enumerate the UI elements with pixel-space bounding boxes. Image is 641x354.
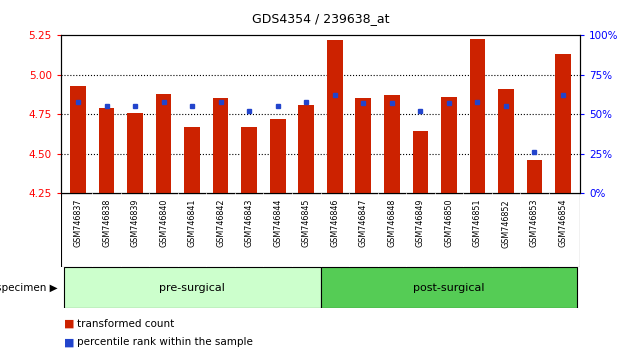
- Text: GSM746843: GSM746843: [245, 199, 254, 247]
- Bar: [241, 127, 257, 193]
- Bar: [320, 267, 578, 308]
- Bar: [555, 54, 571, 193]
- Bar: [498, 89, 514, 193]
- Text: percentile rank within the sample: percentile rank within the sample: [77, 337, 253, 348]
- Bar: [299, 105, 314, 193]
- Text: specimen ▶: specimen ▶: [0, 282, 58, 293]
- Bar: [356, 98, 371, 193]
- Text: GSM746846: GSM746846: [330, 199, 339, 247]
- Bar: [527, 160, 542, 193]
- Text: GSM746845: GSM746845: [302, 199, 311, 247]
- Bar: [127, 113, 143, 193]
- Text: GSM746851: GSM746851: [473, 199, 482, 247]
- Text: GSM746847: GSM746847: [359, 199, 368, 247]
- Text: ■: ■: [64, 319, 74, 329]
- Text: GSM746839: GSM746839: [131, 199, 140, 247]
- Text: GSM746850: GSM746850: [444, 199, 453, 247]
- Text: GSM746841: GSM746841: [188, 199, 197, 247]
- Text: GSM746852: GSM746852: [501, 199, 510, 247]
- Bar: [99, 108, 114, 193]
- Text: transformed count: transformed count: [77, 319, 174, 329]
- Bar: [384, 95, 400, 193]
- Bar: [213, 98, 228, 193]
- Bar: [413, 131, 428, 193]
- Bar: [270, 119, 285, 193]
- Bar: [156, 94, 171, 193]
- Text: GSM746848: GSM746848: [387, 199, 396, 247]
- Text: GSM746853: GSM746853: [530, 199, 539, 247]
- Bar: [441, 97, 457, 193]
- Bar: [327, 40, 342, 193]
- Text: GSM746840: GSM746840: [159, 199, 168, 247]
- Text: pre-surgical: pre-surgical: [159, 282, 225, 293]
- Text: GSM746842: GSM746842: [216, 199, 225, 247]
- Bar: [470, 39, 485, 193]
- Bar: [63, 267, 320, 308]
- Text: GSM746849: GSM746849: [416, 199, 425, 247]
- Text: GSM746854: GSM746854: [558, 199, 567, 247]
- Bar: [70, 86, 86, 193]
- Bar: [184, 127, 200, 193]
- Text: ■: ■: [64, 337, 74, 348]
- Text: GSM746844: GSM746844: [273, 199, 282, 247]
- Text: GDS4354 / 239638_at: GDS4354 / 239638_at: [252, 12, 389, 25]
- Text: GSM746838: GSM746838: [102, 199, 111, 247]
- Text: GSM746837: GSM746837: [74, 199, 83, 247]
- Text: post-surgical: post-surgical: [413, 282, 485, 293]
